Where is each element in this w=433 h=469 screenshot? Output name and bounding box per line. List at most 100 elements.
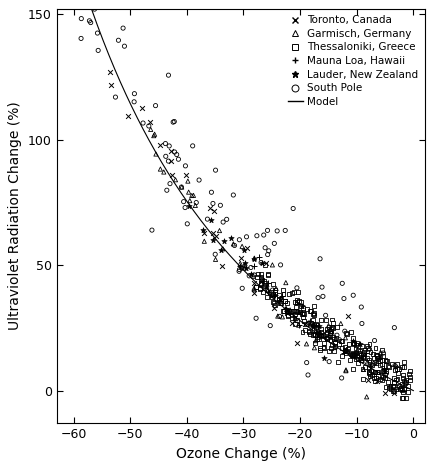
Lauder, New Zealand	[217, 246, 224, 254]
Thessaloniki, Greece	[318, 317, 325, 324]
Toronto, Canada	[207, 204, 213, 212]
Thessaloniki, Greece	[349, 334, 356, 341]
Thessaloniki, Greece	[404, 382, 411, 390]
Thessaloniki, Greece	[390, 387, 397, 395]
Garmisch, Germany	[201, 237, 208, 245]
Thessaloniki, Greece	[291, 298, 298, 306]
South Pole	[319, 283, 326, 291]
Thessaloniki, Greece	[380, 373, 387, 381]
Thessaloniki, Greece	[297, 298, 304, 306]
Thessaloniki, Greece	[333, 323, 340, 331]
Thessaloniki, Greece	[383, 367, 390, 374]
Thessaloniki, Greece	[401, 379, 408, 387]
Toronto, Canada	[382, 389, 389, 397]
Garmisch, Germany	[274, 312, 281, 320]
Thessaloniki, Greece	[371, 378, 378, 385]
Thessaloniki, Greece	[284, 312, 291, 320]
Toronto, Canada	[156, 141, 163, 149]
Mauna Loa, Hawaii	[281, 305, 288, 312]
Thessaloniki, Greece	[298, 310, 305, 318]
Thessaloniki, Greece	[405, 371, 412, 378]
South Pole	[391, 362, 398, 369]
South Pole	[322, 311, 329, 319]
Thessaloniki, Greece	[303, 320, 310, 328]
Lauder, New Zealand	[296, 308, 303, 316]
Thessaloniki, Greece	[283, 309, 290, 316]
Garmisch, Germany	[185, 189, 192, 196]
Thessaloniki, Greece	[320, 343, 327, 350]
Thessaloniki, Greece	[352, 341, 359, 349]
Thessaloniki, Greece	[379, 347, 386, 354]
South Pole	[131, 90, 138, 98]
Thessaloniki, Greece	[362, 363, 369, 371]
South Pole	[333, 332, 340, 339]
Thessaloniki, Greece	[366, 372, 373, 379]
South Pole	[251, 271, 258, 279]
Garmisch, Germany	[282, 279, 289, 287]
Lauder, New Zealand	[185, 203, 192, 210]
Thessaloniki, Greece	[327, 336, 334, 343]
Thessaloniki, Greece	[338, 337, 345, 345]
Thessaloniki, Greece	[309, 331, 316, 339]
Thessaloniki, Greece	[391, 366, 398, 374]
Thessaloniki, Greece	[291, 310, 298, 318]
Thessaloniki, Greece	[387, 382, 394, 389]
South Pole	[131, 98, 138, 106]
Thessaloniki, Greece	[372, 369, 379, 376]
Garmisch, Germany	[264, 287, 271, 294]
South Pole	[236, 267, 242, 275]
Thessaloniki, Greece	[399, 380, 406, 388]
South Pole	[315, 294, 322, 302]
Thessaloniki, Greece	[371, 355, 378, 362]
South Pole	[145, 122, 152, 130]
Thessaloniki, Greece	[390, 382, 397, 389]
South Pole	[265, 247, 272, 255]
Thessaloniki, Greece	[352, 351, 359, 359]
Mauna Loa, Hawaii	[341, 349, 348, 356]
Garmisch, Germany	[150, 132, 157, 139]
Thessaloniki, Greece	[400, 371, 407, 378]
Thessaloniki, Greece	[393, 376, 400, 383]
Lauder, New Zealand	[315, 322, 322, 330]
Thessaloniki, Greece	[300, 313, 307, 320]
South Pole	[338, 374, 345, 382]
Garmisch, Germany	[269, 261, 276, 269]
Garmisch, Germany	[343, 347, 349, 354]
Thessaloniki, Greece	[377, 375, 384, 383]
Thessaloniki, Greece	[385, 385, 392, 392]
Thessaloniki, Greece	[359, 342, 365, 349]
Thessaloniki, Greece	[262, 261, 269, 269]
Thessaloniki, Greece	[270, 290, 277, 298]
Thessaloniki, Greece	[359, 365, 366, 373]
Thessaloniki, Greece	[331, 338, 338, 346]
Garmisch, Germany	[241, 264, 248, 272]
Thessaloniki, Greece	[385, 363, 392, 370]
Legend: Toronto, Canada, Garmisch, Germany, Thessaloniki, Greece, Mauna Loa, Hawaii, Lau: Toronto, Canada, Garmisch, Germany, Thes…	[287, 14, 420, 108]
South Pole	[91, 5, 98, 13]
Garmisch, Germany	[178, 183, 185, 191]
South Pole	[323, 334, 330, 342]
Garmisch, Germany	[251, 285, 258, 292]
Thessaloniki, Greece	[360, 353, 367, 361]
Garmisch, Germany	[230, 240, 237, 248]
South Pole	[351, 351, 358, 359]
South Pole	[380, 349, 387, 357]
Thessaloniki, Greece	[313, 323, 320, 331]
Thessaloniki, Greece	[307, 319, 314, 327]
Thessaloniki, Greece	[306, 328, 313, 336]
Garmisch, Germany	[216, 227, 223, 234]
South Pole	[212, 166, 219, 174]
Thessaloniki, Greece	[285, 309, 292, 316]
Thessaloniki, Greece	[372, 369, 378, 376]
Thessaloniki, Greece	[314, 321, 321, 329]
Thessaloniki, Greece	[275, 295, 282, 303]
Thessaloniki, Greece	[254, 273, 261, 281]
South Pole	[236, 266, 243, 273]
Thessaloniki, Greece	[350, 352, 357, 359]
Thessaloniki, Greece	[257, 284, 264, 292]
Thessaloniki, Greece	[338, 337, 345, 345]
Thessaloniki, Greece	[369, 362, 376, 369]
Mauna Loa, Hawaii	[271, 292, 278, 299]
Thessaloniki, Greece	[268, 288, 275, 295]
Thessaloniki, Greece	[368, 371, 375, 379]
